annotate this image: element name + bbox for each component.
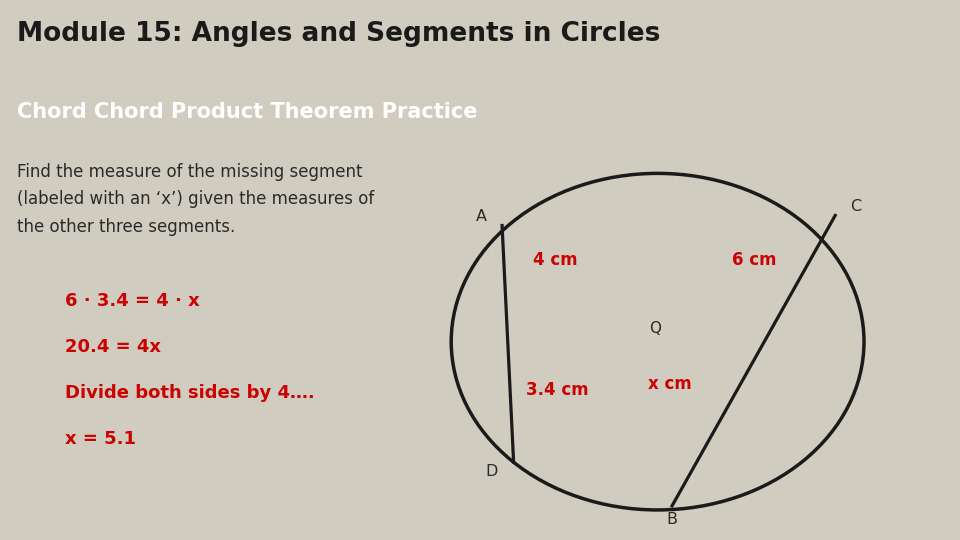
Text: Q: Q: [649, 321, 660, 336]
Text: B: B: [666, 512, 678, 528]
Text: Chord Chord Product Theorem Practice: Chord Chord Product Theorem Practice: [17, 102, 478, 122]
Text: x = 5.1: x = 5.1: [65, 430, 136, 448]
Text: C: C: [851, 199, 862, 213]
Text: 3.4 cm: 3.4 cm: [526, 381, 588, 399]
Text: x cm: x cm: [648, 375, 692, 393]
Text: Divide both sides by 4….: Divide both sides by 4….: [65, 384, 315, 402]
Text: 6 · 3.4 = 4 · x: 6 · 3.4 = 4 · x: [65, 292, 200, 309]
Text: D: D: [486, 464, 498, 479]
Text: Find the measure of the missing segment
(labeled with an ‘x’) given the measures: Find the measure of the missing segment …: [17, 164, 374, 235]
Text: 20.4 = 4x: 20.4 = 4x: [65, 338, 161, 356]
Text: A: A: [476, 208, 487, 224]
Text: Module 15: Angles and Segments in Circles: Module 15: Angles and Segments in Circle…: [17, 21, 660, 47]
Text: 4 cm: 4 cm: [533, 251, 577, 268]
Text: 6 cm: 6 cm: [732, 251, 776, 268]
